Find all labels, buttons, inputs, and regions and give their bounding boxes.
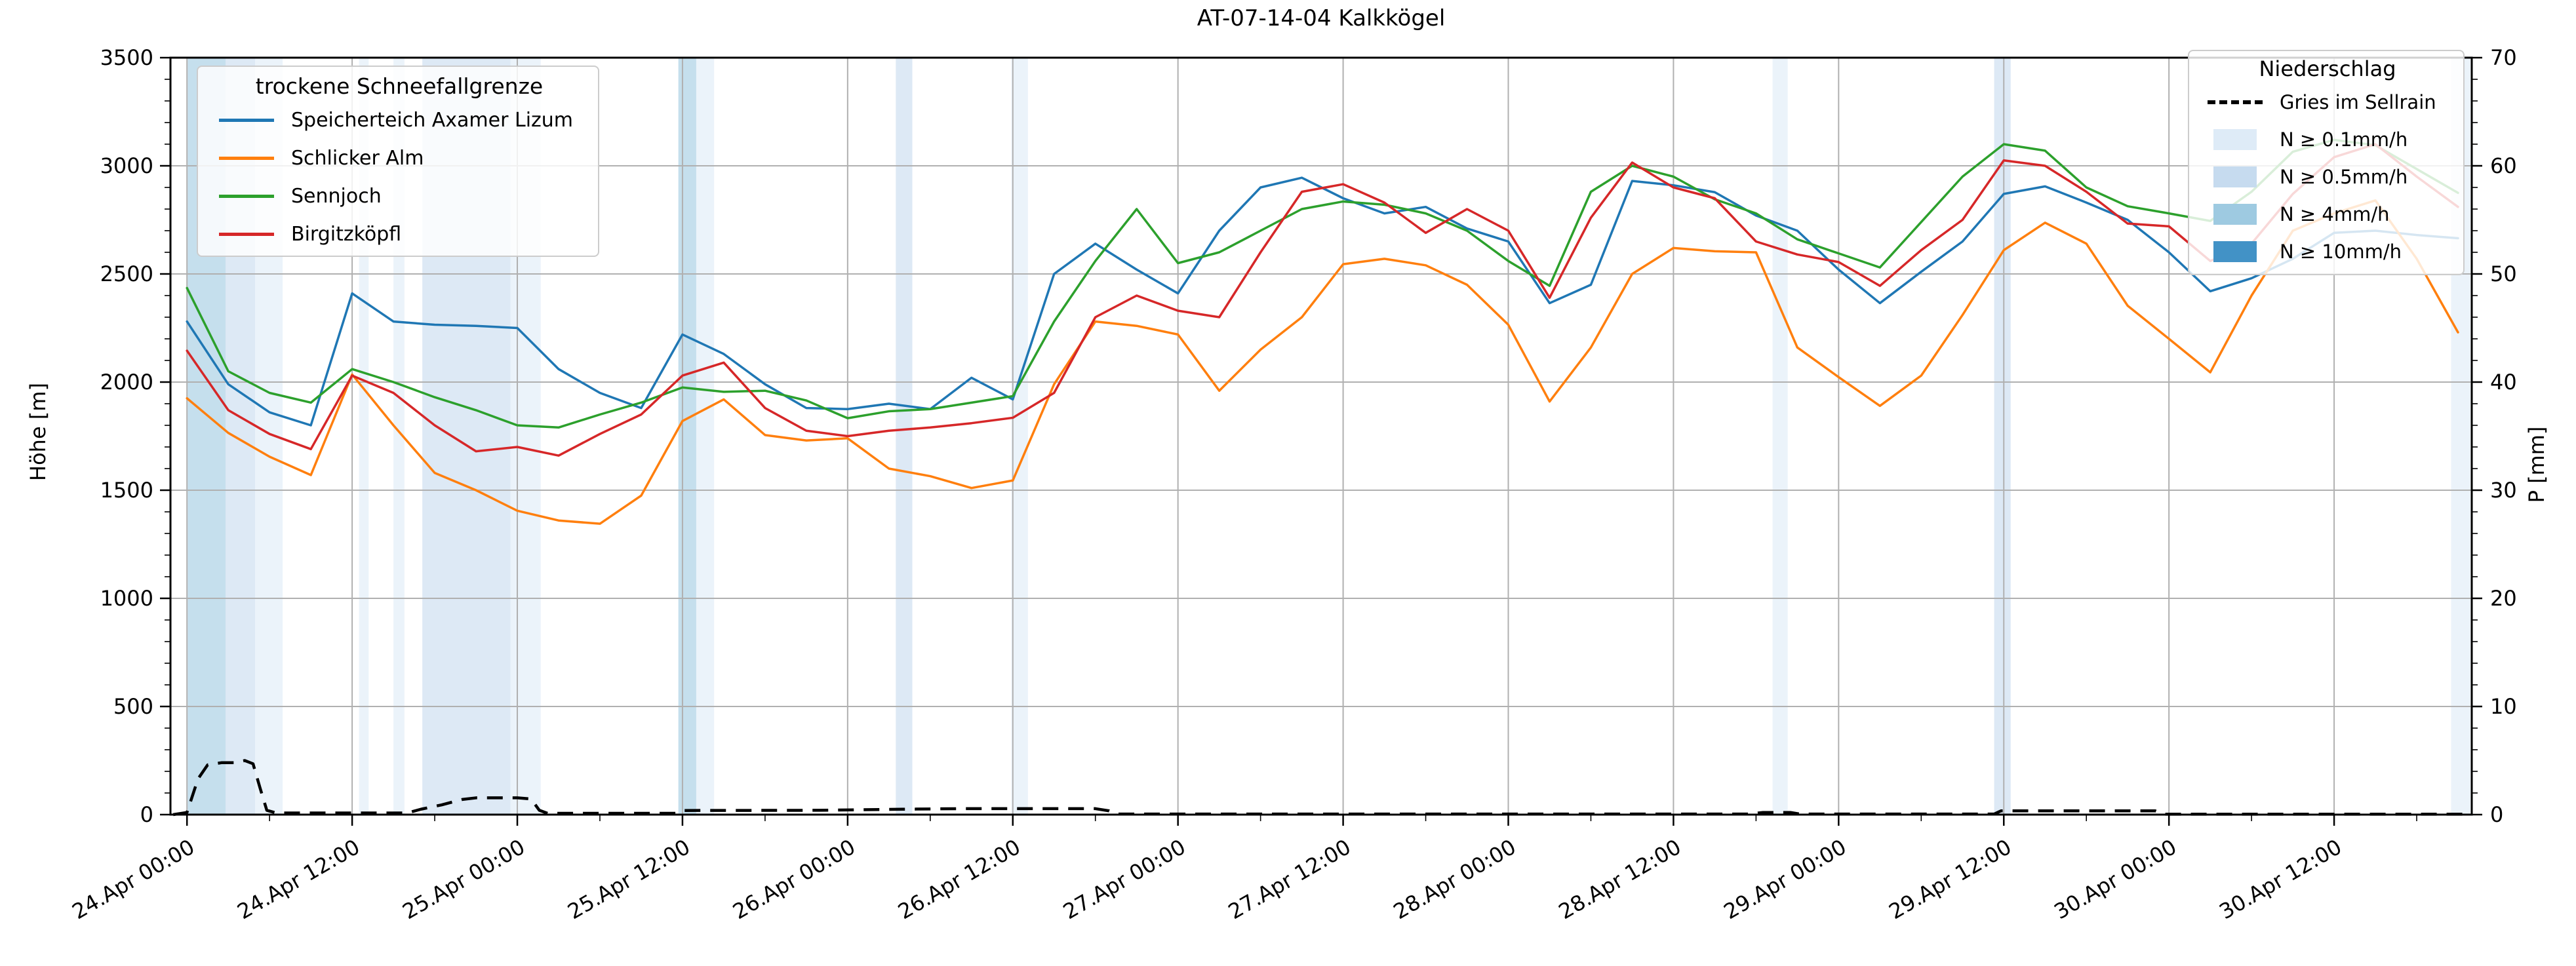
y-right-tick-label: 0	[2490, 802, 2503, 827]
y-left-tick-label: 500	[113, 694, 153, 719]
band-swatch-10	[2213, 241, 2257, 262]
y-left-tick-label: 2500	[100, 261, 153, 286]
x-tick-label: 27.Apr 12:00	[1224, 834, 1355, 924]
y-right-tick-label: 40	[2490, 370, 2517, 395]
legend-item: Sennjoch	[212, 178, 586, 216]
y-right-tick-label: 70	[2490, 45, 2517, 70]
series-line	[186, 138, 2459, 429]
legend-item: N ≥ 10mm/h	[2201, 233, 2454, 270]
precip-band	[696, 58, 715, 815]
x-tick-label: 27.Apr 00:00	[1059, 834, 1190, 924]
x-tick-label: 28.Apr 12:00	[1555, 834, 1686, 924]
y-axis-label-right: P [mm]	[2524, 426, 2549, 503]
y-right-tick-label: 30	[2490, 478, 2517, 503]
line-sample-orange	[219, 157, 274, 161]
x-tick-label: 24.Apr 12:00	[233, 834, 364, 924]
y-axis-label-left: Höhe [m]	[26, 383, 50, 481]
band-swatch-4	[2213, 203, 2257, 225]
x-tick-label: 25.Apr 00:00	[398, 834, 529, 924]
x-tick-label: 30.Apr 00:00	[2050, 834, 2181, 924]
y-left-tick-label: 3500	[100, 45, 153, 70]
ticks	[160, 56, 2482, 826]
x-tick-label: 24.Apr 00:00	[68, 834, 199, 924]
legend-item-label: Birgitzköpfl	[291, 223, 402, 246]
series-line	[186, 199, 2459, 525]
legend-item-label: N ≥ 0.1mm/h	[2280, 128, 2408, 151]
precip-band	[1011, 58, 1028, 815]
y-right-tick-label: 20	[2490, 586, 2517, 611]
legend-item: N ≥ 0.5mm/h	[2201, 158, 2454, 195]
legend-item-label: N ≥ 0.5mm/h	[2280, 165, 2408, 188]
chart-title: AT-07-14-04 Kalkkögel	[1197, 5, 1446, 31]
legend-item: Schlicker Alm	[212, 140, 586, 178]
precip-band	[896, 58, 913, 815]
band-swatch-0.1	[2213, 128, 2257, 150]
line-sample-green	[219, 195, 274, 199]
x-tick-label: 28.Apr 00:00	[1389, 834, 1520, 924]
legend-item: Gries im Sellrain	[2201, 83, 2454, 121]
y-left-tick-label: 2000	[100, 370, 153, 395]
precip-band	[1994, 58, 2011, 815]
y-left-tick-label: 0	[140, 802, 153, 827]
legend-precip-title: Niederschlag	[2259, 56, 2396, 81]
legend-item: N ≥ 4mm/h	[2201, 195, 2454, 233]
y-left-tick-label: 3000	[100, 153, 153, 178]
legend-item-label: Speicherteich Axamer Lizum	[291, 109, 574, 132]
legend-item-label: N ≥ 4mm/h	[2280, 203, 2390, 225]
plot-border	[169, 56, 2473, 816]
y-right-tick-label: 50	[2490, 261, 2517, 286]
y-right-tick-label: 10	[2490, 694, 2517, 719]
legend-item-label: Sennjoch	[291, 185, 382, 208]
precip-band	[1772, 58, 1788, 815]
legend-item: Speicherteich Axamer Lizum	[212, 102, 586, 140]
x-tick-label: 29.Apr 00:00	[1720, 834, 1851, 924]
gridlines	[170, 58, 2472, 815]
x-tick-label: 29.Apr 12:00	[1885, 834, 2016, 924]
legend-snowline: trockene Schneefallgrenze Speicherteich …	[197, 66, 599, 257]
y-left-tick-label: 1000	[100, 586, 153, 611]
legend-item-label: Schlicker Alm	[291, 147, 424, 170]
x-tick-label: 25.Apr 12:00	[563, 834, 694, 924]
legend-item: Birgitzköpfl	[212, 216, 586, 254]
line-sample-red	[219, 233, 274, 237]
band-swatch-0.5	[2213, 166, 2257, 187]
y-right-tick-label: 60	[2490, 153, 2517, 178]
legend-precip: Niederschlag Gries im Sellrain N ≥ 0.1mm…	[2188, 50, 2465, 275]
legend-item-label: Gries im Sellrain	[2280, 90, 2436, 113]
line-sample-blue	[219, 119, 274, 123]
legend-item-label: N ≥ 10mm/h	[2280, 240, 2402, 263]
x-tick-label: 30.Apr 12:00	[2215, 834, 2346, 924]
dashed-line-sample	[2208, 100, 2263, 104]
y-left-tick-label: 1500	[100, 478, 153, 503]
precip-line	[172, 759, 2469, 817]
x-tick-label: 26.Apr 12:00	[894, 834, 1025, 924]
x-tick-label: 26.Apr 00:00	[728, 834, 860, 924]
precip-band	[678, 58, 696, 815]
legend-snowline-title: trockene Schneefallgrenze	[255, 73, 544, 99]
series-line	[186, 143, 2459, 457]
legend-item: N ≥ 0.1mm/h	[2201, 121, 2454, 158]
